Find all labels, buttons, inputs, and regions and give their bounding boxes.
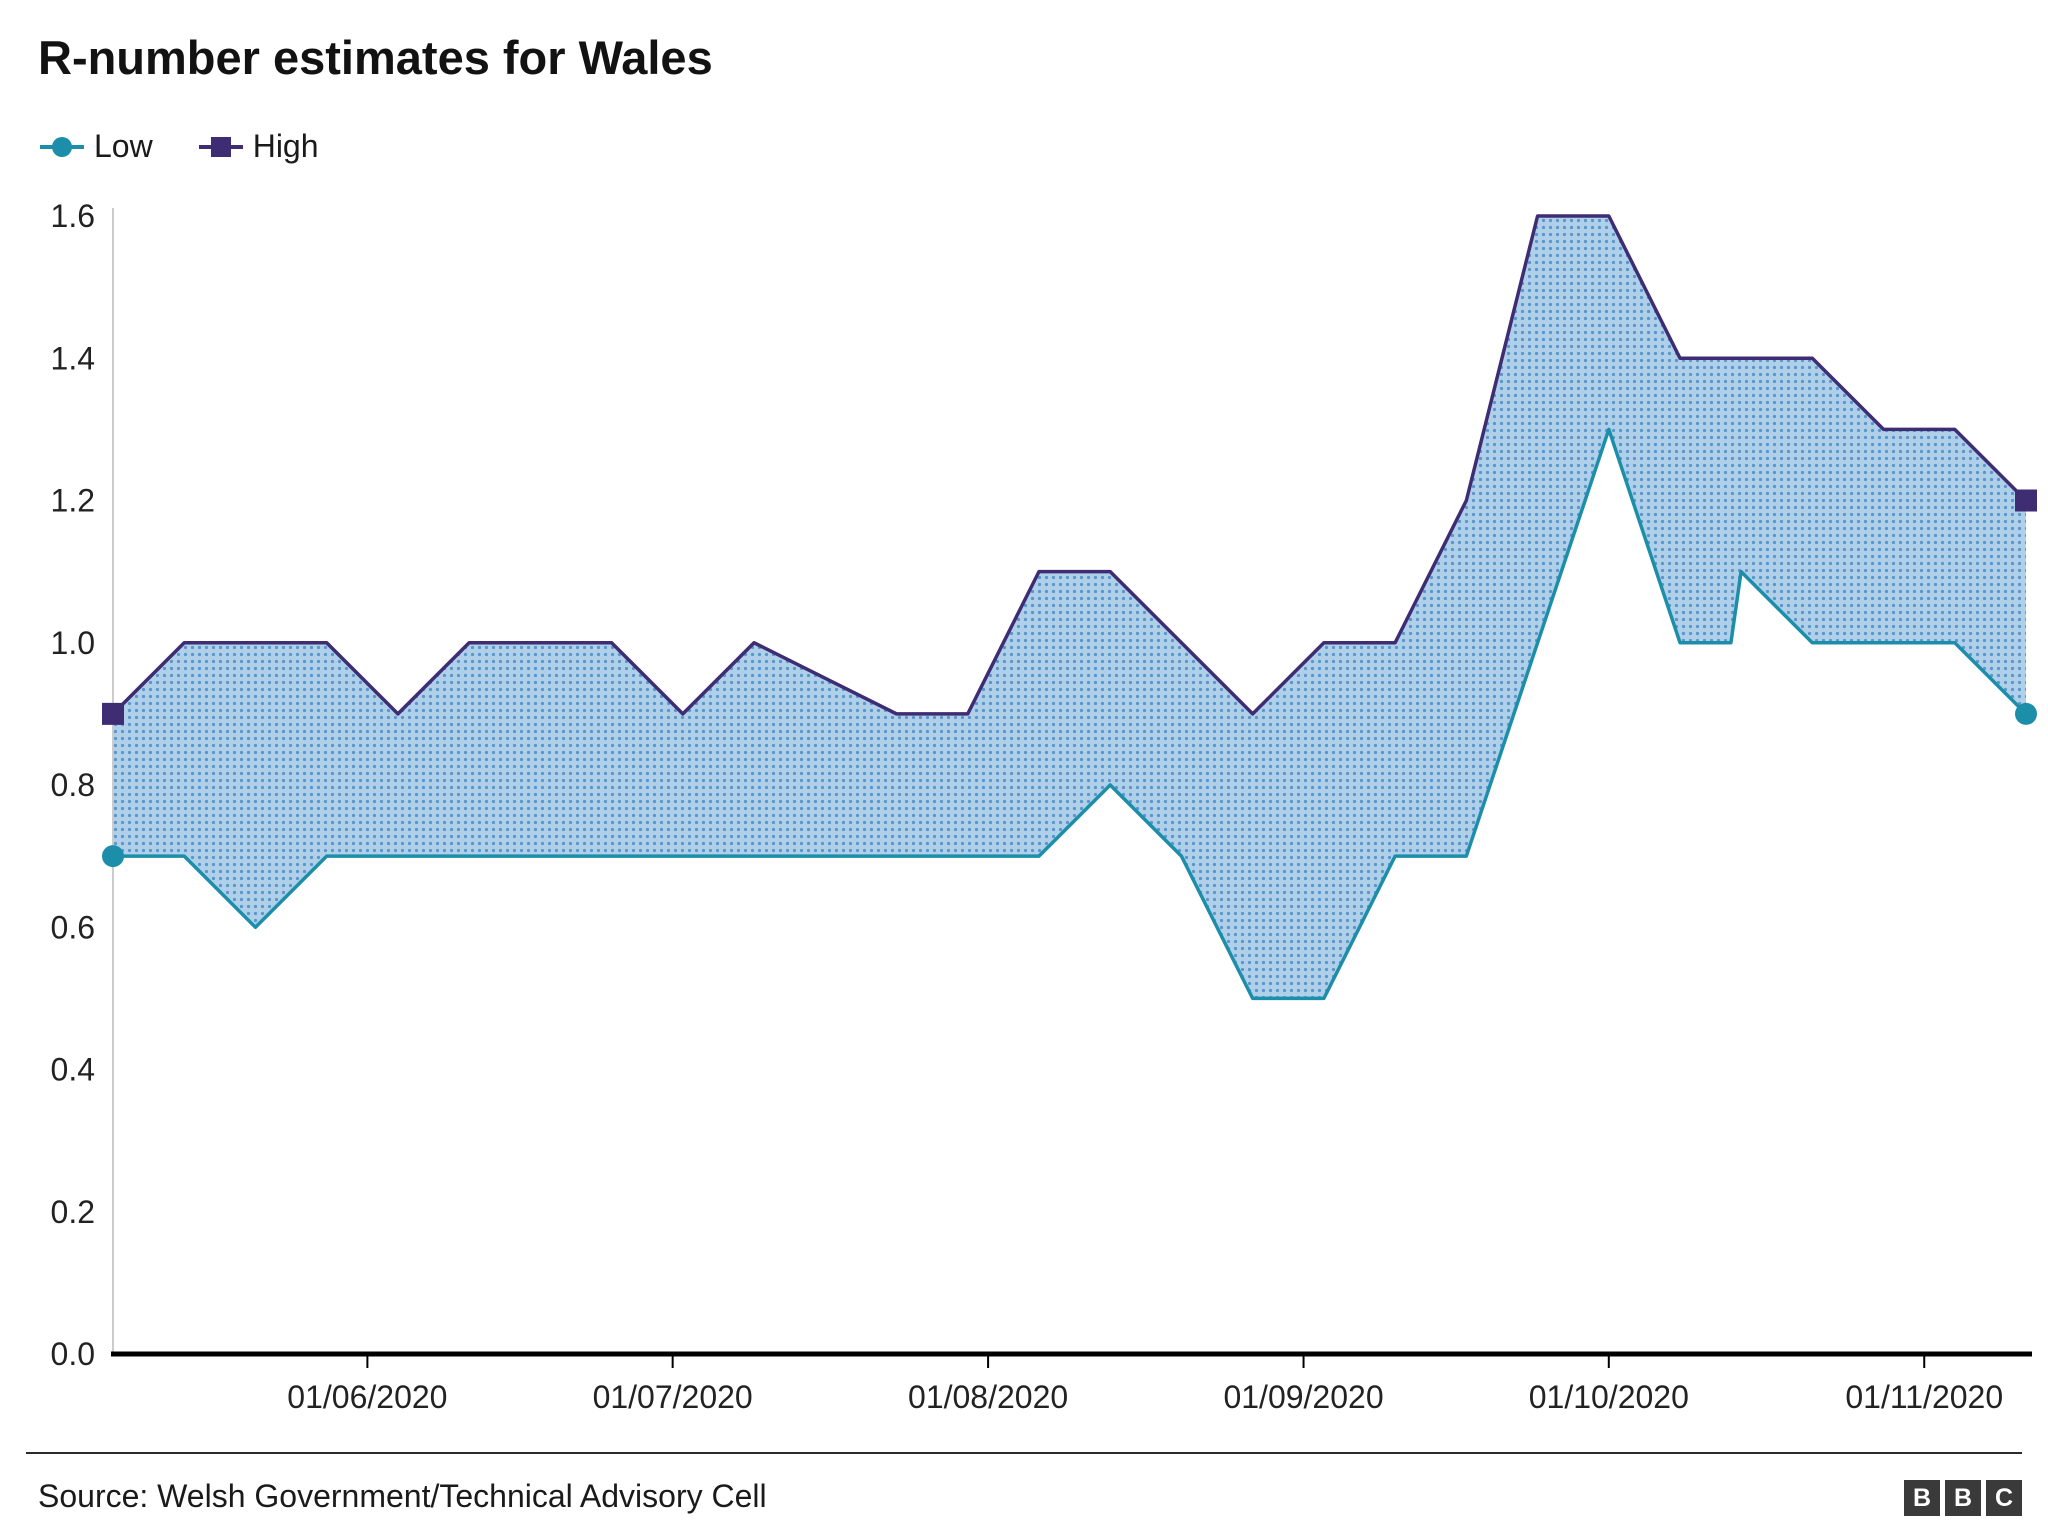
low-end-marker [2015, 702, 2037, 725]
bbc-logo-letter-b2: B [1945, 1480, 1981, 1516]
bbc-logo-letter-b1: B [1904, 1480, 1940, 1516]
high-end-marker [2015, 489, 2037, 512]
y-tick-label: 0.2 [51, 1194, 95, 1230]
legend-label-low: Low [94, 128, 153, 164]
high-series-marker-icon [198, 135, 243, 159]
legend-item-low: Low [40, 128, 153, 165]
legend-label-high: High [252, 128, 319, 164]
legend-item-high: High [198, 128, 319, 165]
y-tick-label: 0.0 [51, 1336, 95, 1372]
x-tick-label: 01/07/2020 [593, 1379, 753, 1415]
x-tick-label: 01/06/2020 [287, 1379, 447, 1415]
y-tick-label: 1.6 [51, 198, 95, 234]
y-tick-label: 0.6 [51, 909, 95, 945]
y-tick-label: 0.4 [51, 1052, 95, 1088]
low-start-marker [102, 845, 124, 868]
x-tick-label: 01/11/2020 [1845, 1379, 2003, 1415]
high-start-marker [102, 702, 124, 725]
bbc-logo-letter-c: C [1986, 1480, 2022, 1516]
source-caption: Source: Welsh Government/Technical Advis… [38, 1478, 767, 1514]
footer-divider [26, 1452, 2022, 1454]
x-tick-label: 01/10/2020 [1529, 1379, 1689, 1415]
y-tick-label: 1.4 [51, 340, 95, 376]
bbc-logo: B B C [1904, 1480, 2022, 1516]
y-tick-label: 1.2 [51, 483, 95, 519]
low-line [113, 427, 2028, 1001]
chart-legend: Low High [40, 128, 319, 165]
x-tick-label: 01/09/2020 [1223, 1379, 1383, 1415]
chart-title: R-number estimates for Wales [38, 31, 713, 84]
high-line [111, 214, 2028, 716]
y-tick-label: 0.8 [51, 767, 95, 803]
low-series-marker-icon [40, 135, 84, 159]
y-tick-label: 1.0 [51, 625, 95, 661]
range-band-area [113, 216, 2026, 999]
x-tick-label: 01/08/2020 [908, 1379, 1068, 1415]
